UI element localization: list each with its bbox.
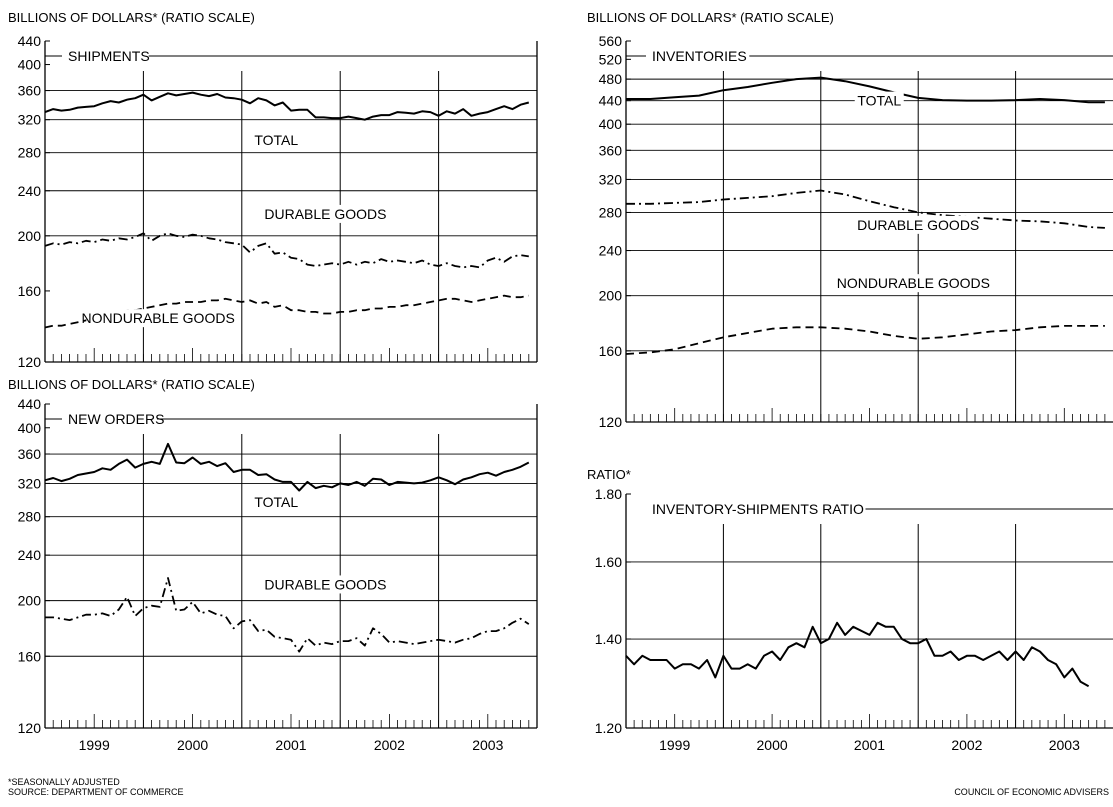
- x-tick-label: 2002: [374, 737, 405, 753]
- y-tick-label: 520: [599, 51, 623, 67]
- annotation-label: TOTAL: [254, 494, 298, 510]
- y-tick-label: 280: [18, 145, 42, 161]
- y-tick-label: 400: [599, 116, 623, 132]
- annotation-label: TOTAL: [857, 93, 901, 109]
- y-tick-label: 440: [18, 33, 42, 49]
- x-tick-label: 1999: [79, 737, 110, 753]
- chart-inventories: BILLIONS OF DOLLARS* (RATIO SCALE) INVENT…: [587, 10, 1113, 430]
- x-tick-label: 2001: [854, 737, 885, 753]
- y-tick-label: 120: [18, 720, 42, 736]
- series-line-inventory-shipments-ratio: [625, 621, 1090, 688]
- panel-title: NEW ORDERS: [68, 411, 164, 427]
- chart-new_orders: BILLIONS OF DOLLARS* (RATIO SCALE) NEW OR…: [8, 377, 538, 753]
- y-tick-label: 320: [18, 112, 42, 128]
- y-axis-title: BILLIONS OF DOLLARS* (RATIO SCALE): [8, 10, 255, 25]
- series-line-total: [44, 91, 530, 121]
- annotation-label: NONDURABLE GOODS: [82, 310, 235, 326]
- chart-ratio: RATIO* INVENTORY-SHIPMENTS RATIO 1.20 1.40 1…: [587, 467, 1113, 753]
- footnote-seasonal: *SEASONALLY ADJUSTED: [8, 777, 120, 787]
- y-tick-label: 320: [18, 475, 42, 491]
- y-tick-label: 560: [599, 33, 623, 49]
- annotation-bg: [854, 91, 904, 110]
- y-tick-label: 120: [599, 414, 623, 430]
- y-axis-title: RATIO*: [587, 467, 631, 482]
- annotation-label: TOTAL: [254, 132, 298, 148]
- series-line-total: [44, 442, 530, 492]
- y-tick-label: 360: [18, 83, 42, 99]
- annotation-label: DURABLE GOODS: [264, 206, 386, 222]
- panel-title: INVENTORIES: [652, 48, 747, 64]
- y-tick-label: 320: [599, 171, 623, 187]
- y-tick-label: 200: [18, 228, 42, 244]
- x-tick-label: 2003: [1049, 737, 1080, 753]
- y-tick-label: 1.60: [595, 554, 622, 570]
- y-tick-label: 160: [18, 648, 42, 664]
- y-tick-label: 360: [18, 446, 42, 462]
- annotation-bg: [266, 204, 385, 223]
- panel-title: INVENTORY-SHIPMENTS RATIO: [652, 501, 864, 517]
- x-tick-label: 2000: [177, 737, 208, 753]
- y-tick-label: 400: [18, 420, 42, 436]
- y-tick-label: 1.80: [595, 486, 622, 502]
- y-tick-label: 280: [18, 509, 42, 525]
- series-line-durable-goods: [44, 232, 529, 269]
- x-tick-label: 2001: [275, 737, 306, 753]
- annotation-label: DURABLE GOODS: [857, 217, 979, 233]
- y-tick-label: 200: [599, 288, 623, 304]
- y-tick-label: 200: [18, 593, 42, 609]
- series-line-total: [626, 76, 1105, 104]
- annotation-bg: [841, 274, 986, 293]
- series-line-durable-goods: [45, 577, 530, 653]
- footnote-source: SOURCE: DEPARTMENT OF COMMERCE: [8, 787, 184, 797]
- annotation-bg: [251, 493, 301, 512]
- y-axis-title: BILLIONS OF DOLLARS* (RATIO SCALE): [8, 377, 255, 392]
- y-tick-label: 240: [599, 243, 623, 259]
- y-tick-label: 160: [599, 343, 623, 359]
- y-tick-label: 240: [18, 183, 42, 199]
- y-tick-label: 160: [18, 283, 42, 299]
- y-axis-title: BILLIONS OF DOLLARS* (RATIO SCALE): [587, 10, 834, 25]
- y-tick-label: 120: [18, 354, 42, 370]
- x-tick-label: 2003: [472, 737, 503, 753]
- y-tick-label: 240: [18, 547, 42, 563]
- y-tick-label: 440: [599, 93, 623, 109]
- panel-title: SHIPMENTS: [68, 48, 150, 64]
- annotation-bg: [266, 575, 385, 594]
- y-tick-label: 360: [599, 142, 623, 158]
- chart-shipments: BILLIONS OF DOLLARS* (RATIO SCALE) SHIPME…: [8, 10, 538, 370]
- annotation-bg: [86, 309, 230, 328]
- footnote-credit: COUNCIL OF ECONOMIC ADVISERS: [954, 787, 1109, 797]
- x-tick-label: 1999: [659, 737, 690, 753]
- y-tick-label: 1.20: [595, 720, 622, 736]
- series-line-nondurable-goods: [625, 325, 1105, 355]
- y-tick-label: 400: [18, 57, 42, 73]
- annotation-label: DURABLE GOODS: [264, 576, 386, 592]
- x-tick-label: 2000: [757, 737, 788, 753]
- annotation-label: NONDURABLE GOODS: [837, 275, 990, 291]
- y-tick-label: 1.40: [595, 631, 622, 647]
- annotation-bg: [859, 215, 978, 234]
- y-tick-label: 440: [18, 396, 42, 412]
- series-line-durable-goods: [626, 189, 1105, 229]
- x-tick-label: 2002: [951, 737, 982, 753]
- annotation-bg: [251, 130, 301, 149]
- y-tick-label: 480: [599, 71, 623, 87]
- y-tick-label: 280: [599, 204, 623, 220]
